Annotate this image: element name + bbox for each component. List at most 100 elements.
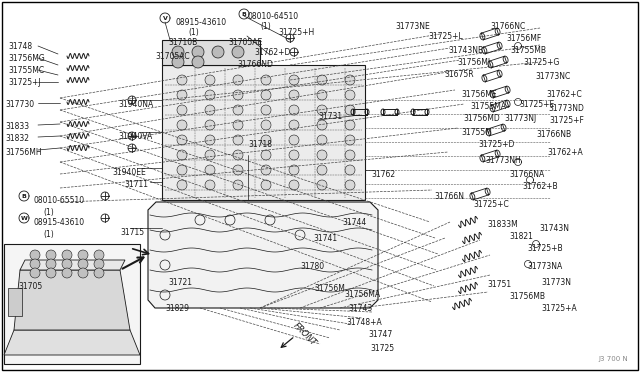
Text: 08010-65510: 08010-65510 (34, 196, 85, 205)
Circle shape (261, 105, 271, 115)
Polygon shape (148, 202, 378, 308)
Circle shape (177, 105, 187, 115)
Text: 31832: 31832 (5, 134, 29, 143)
Text: 31755MB: 31755MB (510, 46, 546, 55)
Circle shape (261, 150, 271, 160)
Circle shape (317, 135, 327, 145)
Circle shape (289, 180, 299, 190)
Circle shape (205, 105, 215, 115)
Circle shape (172, 46, 184, 58)
Circle shape (78, 268, 88, 278)
Polygon shape (20, 260, 125, 270)
Circle shape (177, 150, 187, 160)
Text: 31766ND: 31766ND (237, 60, 273, 69)
Text: 31725+C: 31725+C (473, 200, 509, 209)
Text: 31710B: 31710B (168, 38, 197, 47)
Text: 31940VA: 31940VA (118, 132, 152, 141)
Circle shape (345, 90, 355, 100)
Text: 317730: 317730 (5, 100, 34, 109)
Text: B: B (22, 193, 26, 199)
Text: 31780: 31780 (300, 262, 324, 271)
Text: 08010-64510: 08010-64510 (248, 12, 299, 21)
Text: B: B (241, 12, 246, 16)
Circle shape (30, 268, 40, 278)
Circle shape (177, 75, 187, 85)
Circle shape (177, 120, 187, 130)
Text: 31715: 31715 (120, 228, 144, 237)
Circle shape (233, 120, 243, 130)
Text: 31756M: 31756M (314, 284, 345, 293)
Text: 31755MC: 31755MC (8, 66, 44, 75)
Circle shape (261, 180, 271, 190)
Circle shape (205, 180, 215, 190)
Circle shape (289, 135, 299, 145)
Text: FRONT: FRONT (292, 321, 318, 347)
Circle shape (317, 90, 327, 100)
Text: 31756MD: 31756MD (463, 114, 500, 123)
Circle shape (261, 90, 271, 100)
Text: 31756MF: 31756MF (506, 34, 541, 43)
Text: (1): (1) (188, 28, 199, 37)
Polygon shape (14, 270, 130, 330)
Text: 08915-43610: 08915-43610 (34, 218, 85, 227)
Text: 31773NA: 31773NA (527, 262, 563, 271)
Text: 31747: 31747 (368, 330, 392, 339)
Circle shape (94, 250, 104, 260)
Circle shape (317, 150, 327, 160)
Circle shape (261, 120, 271, 130)
Circle shape (317, 75, 327, 85)
Text: 31755M: 31755M (461, 128, 492, 137)
Text: 31675R: 31675R (444, 70, 474, 79)
Text: 31773NC: 31773NC (535, 72, 570, 81)
Text: 31705AC: 31705AC (155, 52, 189, 61)
Circle shape (261, 165, 271, 175)
Circle shape (317, 180, 327, 190)
Text: 31766NA: 31766NA (509, 170, 544, 179)
Text: 31762+A: 31762+A (547, 148, 583, 157)
Text: 31762+D: 31762+D (254, 48, 291, 57)
Circle shape (46, 268, 56, 278)
Text: 31773NH: 31773NH (485, 156, 521, 165)
Text: 31833M: 31833M (487, 220, 518, 229)
Text: 31743N: 31743N (539, 224, 569, 233)
Circle shape (62, 250, 72, 260)
Text: 31756ME: 31756ME (461, 90, 497, 99)
Circle shape (233, 105, 243, 115)
Text: 31773ND: 31773ND (548, 104, 584, 113)
Circle shape (177, 90, 187, 100)
Text: (1): (1) (43, 208, 54, 217)
Text: 31766N: 31766N (434, 192, 464, 201)
Text: 31748: 31748 (8, 42, 32, 51)
Text: 31725+J: 31725+J (8, 78, 41, 87)
Bar (4, 244, 140, 364)
Circle shape (62, 268, 72, 278)
Circle shape (289, 120, 299, 130)
Polygon shape (4, 330, 140, 355)
Text: 31744: 31744 (342, 218, 366, 227)
Text: 31833: 31833 (5, 122, 29, 131)
Text: 31755MA: 31755MA (470, 102, 506, 111)
Circle shape (177, 165, 187, 175)
Circle shape (289, 75, 299, 85)
Text: 31705AE: 31705AE (228, 38, 262, 47)
Text: 31756MA: 31756MA (344, 290, 380, 299)
Circle shape (289, 165, 299, 175)
Text: 31756MG: 31756MG (8, 54, 45, 63)
Text: 31756MB: 31756MB (509, 292, 545, 301)
Text: 31725+G: 31725+G (523, 58, 559, 67)
Text: J3 700 N: J3 700 N (598, 356, 628, 362)
Text: 31731: 31731 (318, 112, 342, 121)
Circle shape (261, 135, 271, 145)
Text: 31756MJ: 31756MJ (457, 58, 490, 67)
Text: 31725: 31725 (370, 344, 394, 353)
Text: 31725+E: 31725+E (519, 100, 554, 109)
Text: 31773NE: 31773NE (395, 22, 429, 31)
Text: 08915-43610: 08915-43610 (175, 18, 226, 27)
Circle shape (205, 90, 215, 100)
Circle shape (317, 105, 327, 115)
Circle shape (94, 259, 104, 269)
Circle shape (78, 250, 88, 260)
Text: 31725+F: 31725+F (549, 116, 584, 125)
Circle shape (172, 56, 184, 68)
Circle shape (345, 135, 355, 145)
